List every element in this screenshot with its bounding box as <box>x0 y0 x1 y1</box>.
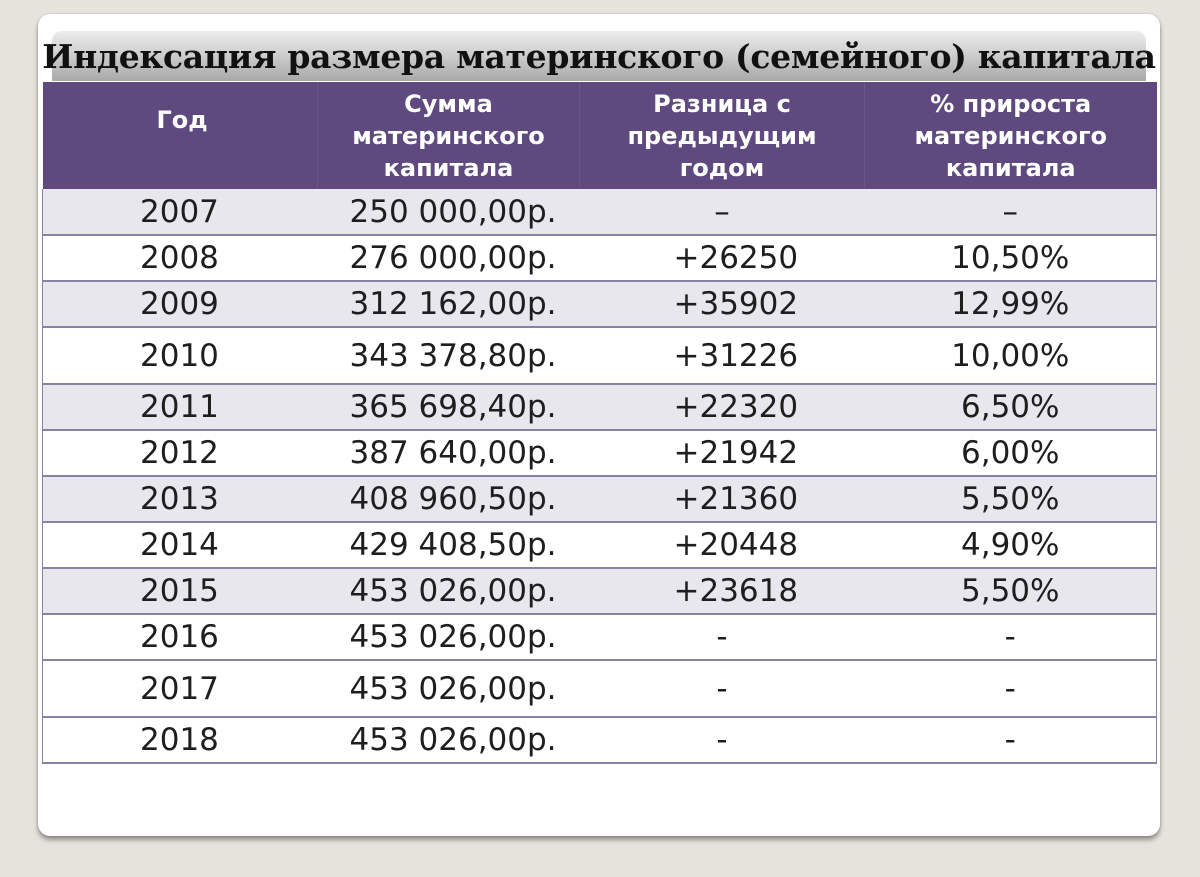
cell-sum: 453 026,00р. <box>317 568 580 615</box>
cell-sum: 453 026,00р. <box>317 717 580 764</box>
cell-pct: - <box>864 717 1157 764</box>
cell-diff: - <box>579 717 865 764</box>
table-body: 2007 250 000,00р. – – 2008 276 000,00р. … <box>42 189 1157 764</box>
cell-year: 2014 <box>42 522 318 569</box>
header-pct: % прироста материнского капитала <box>914 90 1108 182</box>
cell-sum: 276 000,00р. <box>317 235 580 282</box>
cell-sum: 408 960,50р. <box>317 476 580 523</box>
cell-year: 2010 <box>42 327 318 385</box>
table-row: 2012 387 640,00р. +21942 6,00% <box>42 430 1157 477</box>
cell-diff: +20448 <box>579 522 865 569</box>
cell-diff: +21942 <box>579 430 865 477</box>
cell-pct: 5,50% <box>864 476 1157 523</box>
table-row: 2017 453 026,00р. - - <box>42 660 1157 718</box>
table-row: 2016 453 026,00р. - - <box>42 614 1157 661</box>
cell-year: 2012 <box>42 430 318 477</box>
cell-sum: 312 162,00р. <box>317 281 580 328</box>
title-bar: Индексация размера материнского (семейно… <box>42 31 1156 81</box>
cell-diff: +22320 <box>579 384 865 431</box>
cell-sum: 250 000,00р. <box>317 189 580 236</box>
table-row: 2018 453 026,00р. - - <box>42 717 1157 764</box>
cell-pct: 10,50% <box>864 235 1157 282</box>
cell-year: 2018 <box>42 717 318 764</box>
header-diff: Разница с предыдущим годом <box>579 82 865 189</box>
capital-table: Год Сумма материнского капитала Разница … <box>42 82 1157 764</box>
cell-sum: 343 378,80р. <box>317 327 580 385</box>
cell-sum: 453 026,00р. <box>317 614 580 661</box>
cell-pct: 6,50% <box>864 384 1157 431</box>
cell-diff: +26250 <box>579 235 865 282</box>
cell-year: 2016 <box>42 614 318 661</box>
cell-pct: 4,90% <box>864 522 1157 569</box>
cell-pct: – <box>864 189 1157 236</box>
cell-diff: +35902 <box>579 281 865 328</box>
cell-pct: 12,99% <box>864 281 1157 328</box>
table-row: 2008 276 000,00р. +26250 10,50% <box>42 235 1157 282</box>
cell-pct: 6,00% <box>864 430 1157 477</box>
cell-year: 2009 <box>42 281 318 328</box>
cell-pct: - <box>864 614 1157 661</box>
cell-diff: - <box>579 614 865 661</box>
cell-sum: 453 026,00р. <box>317 660 580 718</box>
cell-year: 2015 <box>42 568 318 615</box>
cell-year: 2008 <box>42 235 318 282</box>
cell-pct: 10,00% <box>864 327 1157 385</box>
cell-sum: 365 698,40р. <box>317 384 580 431</box>
cell-diff: – <box>579 189 865 236</box>
table-row: 2007 250 000,00р. – – <box>42 189 1157 236</box>
table-row: 2014 429 408,50р. +20448 4,90% <box>42 522 1157 569</box>
cell-year: 2011 <box>42 384 318 431</box>
page-title: Индексация размера материнского (семейно… <box>42 36 1156 76</box>
cell-year: 2013 <box>42 476 318 523</box>
table-row: 2011 365 698,40р. +22320 6,50% <box>42 384 1157 431</box>
table-row: 2015 453 026,00р. +23618 5,50% <box>42 568 1157 615</box>
cell-pct: - <box>864 660 1157 718</box>
cell-year: 2017 <box>42 660 318 718</box>
cell-year: 2007 <box>42 189 318 236</box>
table-row: 2010 343 378,80р. +31226 10,00% <box>42 327 1157 385</box>
cell-sum: 429 408,50р. <box>317 522 580 569</box>
table-header: Год Сумма материнского капитала Разница … <box>42 82 1157 189</box>
table-row: 2009 312 162,00р. +35902 12,99% <box>42 281 1157 328</box>
cell-diff: +31226 <box>579 327 865 385</box>
cell-sum: 387 640,00р. <box>317 430 580 477</box>
cell-diff: +21360 <box>579 476 865 523</box>
cell-diff: - <box>579 660 865 718</box>
cell-diff: +23618 <box>579 568 865 615</box>
cell-pct: 5,50% <box>864 568 1157 615</box>
header-row: Год Сумма материнского капитала Разница … <box>42 82 1157 189</box>
header-year: Год <box>42 82 318 189</box>
header-sum: Сумма материнского капитала <box>317 82 580 189</box>
table-row: 2013 408 960,50р. +21360 5,50% <box>42 476 1157 523</box>
